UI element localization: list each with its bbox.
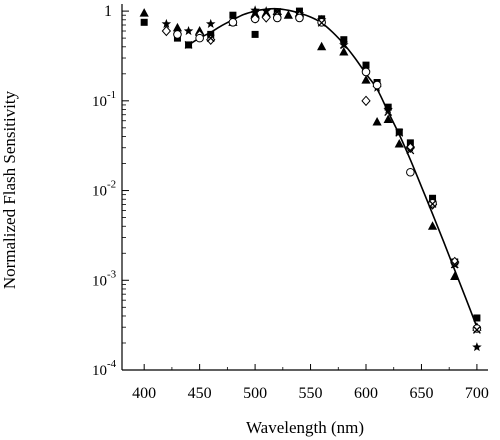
circle-point: [272, 13, 282, 23]
diamond-point: [261, 12, 271, 23]
circle-point: [173, 30, 182, 39]
diamond-point: [405, 142, 416, 153]
triangle-point: [450, 271, 460, 281]
cross-point: [251, 10, 260, 19]
triangle-point: [339, 47, 349, 56]
x-tick-label: 400: [132, 385, 156, 402]
cross-point: [206, 34, 215, 43]
cross-point: [395, 128, 404, 137]
triangle-point: [372, 117, 382, 126]
diamond-point: [161, 25, 172, 37]
square-point: [140, 18, 148, 26]
star-point: [183, 26, 194, 36]
x-tick-label: 550: [299, 385, 323, 402]
square-point: [207, 30, 215, 38]
cross-point: [450, 260, 459, 269]
star-point: [250, 5, 260, 15]
axes: [121, 4, 488, 371]
triangle-point: [383, 114, 393, 123]
star-point: [206, 18, 216, 28]
fit-curve-layer: [188, 7, 478, 328]
cross-point: [472, 325, 481, 334]
circle-point: [472, 324, 482, 333]
cross-point: [184, 40, 193, 49]
fit-curve: [188, 7, 478, 328]
cross-point: [339, 40, 348, 49]
circle-point: [361, 67, 371, 77]
circle-point: [228, 18, 238, 27]
y-ticks: 1 10-1 10-2 10-3 10-4: [92, 3, 129, 379]
square-point: [340, 36, 348, 44]
triangle-point: [317, 41, 327, 51]
x-tick-label: 650: [409, 385, 433, 402]
cross-point: [428, 199, 437, 208]
diamond-point: [206, 34, 216, 45]
star-point: [383, 104, 393, 114]
y-tick-label: 10-4: [92, 358, 117, 379]
triangle-point: [172, 22, 183, 32]
cross-point: [384, 108, 393, 116]
star-point: [472, 342, 482, 352]
x-axis-label: Wavelength (nm): [246, 418, 364, 437]
square-point: [251, 30, 259, 38]
x-tick-label: 450: [188, 385, 212, 402]
x-tick-label: 600: [354, 385, 378, 402]
y-tick-label: 1: [104, 3, 112, 20]
y-tick-label: 10-1: [92, 89, 116, 110]
circle-point: [295, 13, 304, 23]
y-tick-label: 10-3: [92, 268, 117, 289]
cross-point: [273, 7, 282, 16]
y-tick-label: 10-2: [92, 179, 116, 200]
star-point: [161, 18, 172, 28]
triangle-point: [283, 10, 293, 19]
triangle-point: [394, 139, 404, 148]
triangle-point: [361, 75, 371, 84]
circle-point: [372, 80, 382, 90]
circle-point: [195, 33, 204, 43]
diamond-point: [450, 256, 460, 268]
square-point: [362, 61, 370, 69]
square-point: [473, 314, 481, 322]
cross-point: [317, 18, 326, 27]
x-tick-label: 500: [243, 385, 267, 402]
x-tick-label: 700: [465, 385, 489, 402]
square-point: [229, 11, 237, 19]
data-points: [139, 5, 482, 352]
triangle-point: [427, 221, 438, 230]
circle-point: [406, 167, 415, 177]
x-ticks: 400 450 500 550 600 650 700: [132, 364, 489, 402]
square-point: [429, 194, 437, 202]
star-point: [261, 6, 271, 16]
y-axis-label: Normalized Flash Sensitivity: [0, 90, 19, 289]
diamond-point: [361, 95, 371, 107]
cross-point: [406, 146, 415, 155]
triangle-point: [139, 8, 149, 17]
